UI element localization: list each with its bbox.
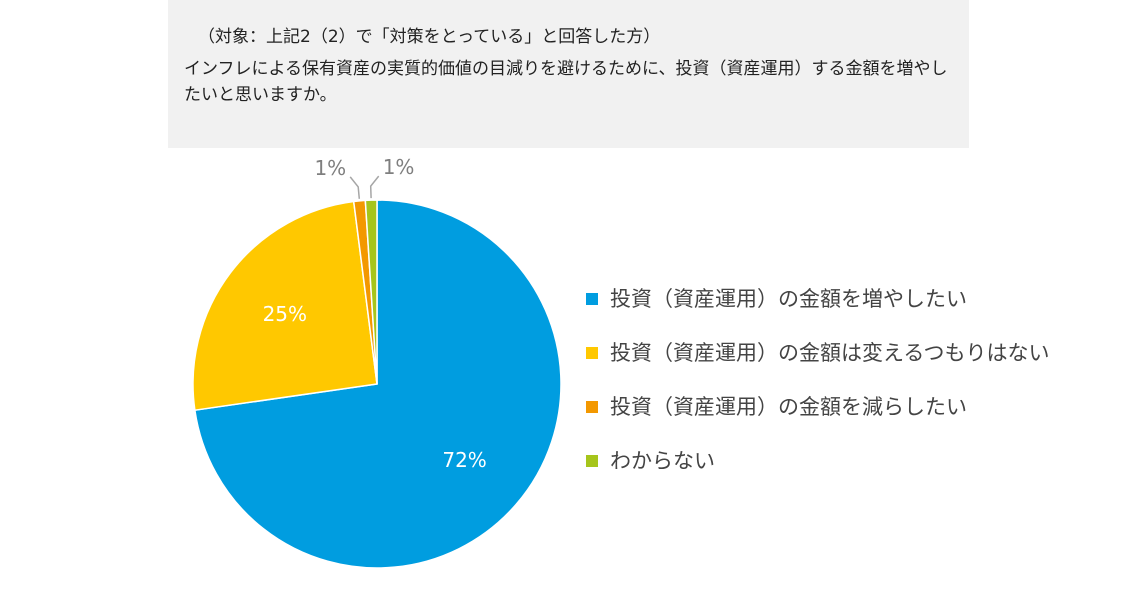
- leader-lines: [349, 175, 380, 199]
- legend-item-unknown: わからない: [586, 434, 1137, 488]
- legend-item-increase: 投資（資産運用）の金額を増やしたい: [586, 272, 1137, 326]
- question-box: （対象：上記2（2）で「対策をとっている」と回答した方） インフレによる保有資産…: [168, 0, 969, 148]
- legend-item-unchanged: 投資（資産運用）の金額は変えるつもりはない: [586, 326, 1137, 380]
- legend-swatch-unknown: [586, 455, 598, 467]
- legend-label-unchanged: 投資（資産運用）の金額は変えるつもりはない: [610, 341, 1050, 365]
- legend-swatch-unchanged: [586, 347, 598, 359]
- legend-swatch-decrease: [586, 401, 598, 413]
- legend-label-increase: 投資（資産運用）の金額を増やしたい: [610, 287, 967, 311]
- data-label-unchanged: 25%: [263, 302, 307, 326]
- legend-label-decrease: 投資（資産運用）の金額を減らしたい: [610, 395, 967, 419]
- leader-line-unknown: [369, 175, 380, 199]
- legend-label-unknown: わからない: [610, 449, 715, 473]
- legend-item-decrease: 投資（資産運用）の金額を減らしたい: [586, 380, 1137, 434]
- data-label-unknown: 1%: [383, 155, 415, 179]
- survey-target: （対象：上記2（2）で「対策をとっている」と回答した方）: [198, 27, 661, 47]
- pie-slice-unchanged: [192, 200, 378, 412]
- pie-slice-increase: [194, 199, 562, 569]
- legend: 投資（資産運用）の金額を増やしたい 投資（資産運用）の金額は変えるつもりはない …: [586, 272, 1137, 488]
- data-label-decrease: 1%: [314, 156, 346, 180]
- survey-question: インフレによる保有資産の実質的価値の目減りを避けるために、投資（資産運用）する金…: [184, 59, 948, 105]
- legend-swatch-increase: [586, 293, 598, 305]
- pie-slice-unknown: [364, 199, 378, 385]
- pie-slices: [192, 199, 562, 569]
- data-labels: 72% 25% 1% 1%: [263, 155, 487, 472]
- leader-line-decrease: [349, 176, 361, 199]
- data-label-increase: 72%: [442, 448, 486, 472]
